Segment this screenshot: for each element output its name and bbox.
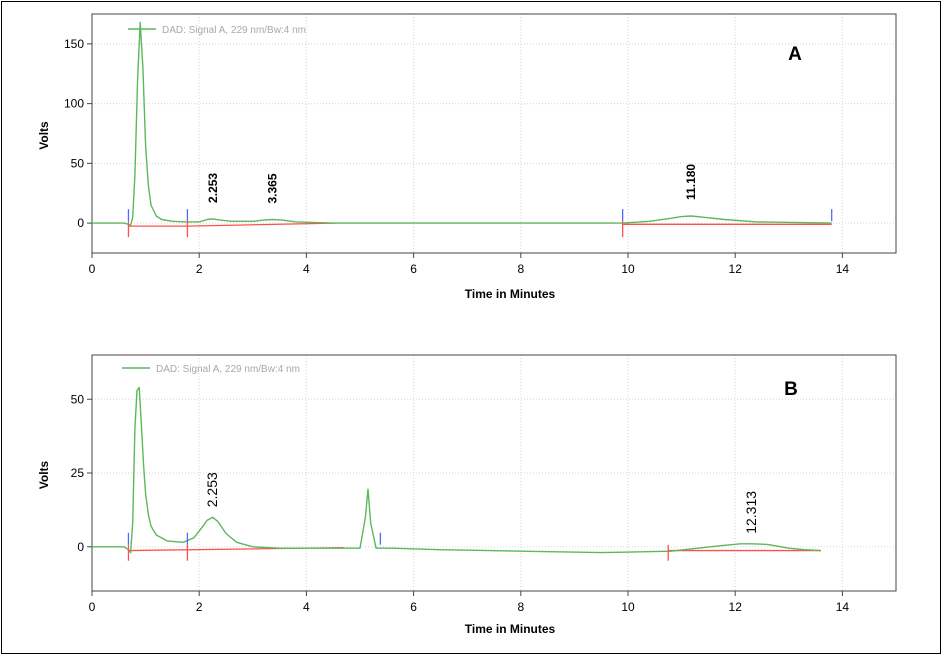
y-tick-label: 25 (71, 466, 85, 480)
x-tick-label: 8 (517, 262, 524, 276)
x-axis-label: Time in Minutes (465, 287, 556, 301)
x-tick-label: 14 (836, 262, 850, 276)
integration-baseline (187, 222, 336, 227)
y-tick-label: 0 (77, 216, 84, 230)
chart-panel-b: 0 2 4 6 8 10 12 14 0 25 50 Time in Minutes Volts DAD:… (37, 354, 897, 636)
y-axis-label: Volts (37, 121, 51, 150)
panel-letter: A (788, 44, 802, 65)
x-tick-label: 2 (196, 600, 203, 614)
peak-retention-label: 3.365 (265, 173, 279, 203)
y-axis-label: Volts (37, 460, 51, 489)
x-tick-label: 12 (729, 262, 743, 276)
x-tick-label: 2 (196, 262, 203, 276)
x-tick-label: 0 (89, 600, 96, 614)
y-tick-label: 100 (64, 97, 84, 111)
x-axis-label: Time in Minutes (465, 622, 556, 636)
x-tick-label: 12 (729, 600, 743, 614)
y-tick-label: 150 (64, 37, 84, 51)
signal-trace (92, 386, 822, 554)
panel-letter: B (784, 379, 798, 400)
y-tick-label: 50 (71, 392, 85, 406)
peak-retention-label: 2.253 (206, 173, 220, 203)
y-tick-label: 0 (77, 540, 84, 554)
legend-entry: DAD: Signal A, 229 nm/Bw:4 nm (162, 25, 306, 36)
x-tick-label: 4 (303, 600, 310, 614)
x-tick-label: 10 (621, 262, 635, 276)
x-tick-label: 10 (621, 600, 635, 614)
x-tick-label: 6 (410, 262, 417, 276)
peak-retention-label: 2.253 (204, 472, 220, 507)
legend-entry: DAD: Signal A, 229 nm/Bw:4 nm (156, 364, 300, 375)
x-tick-label: 4 (303, 262, 310, 276)
peak-retention-label: 12.313 (743, 491, 759, 534)
peak-retention-label: 11.180 (684, 164, 698, 200)
x-tick-label: 6 (410, 600, 417, 614)
x-tick-label: 14 (836, 600, 850, 614)
chart-panel-a: 0 2 4 6 8 10 12 14 0 50 100 150 Time in Minutes Volts… (37, 13, 897, 301)
signal-trace (92, 21, 832, 227)
plot-area (91, 13, 897, 254)
x-tick-label: 8 (517, 600, 524, 614)
x-tick-label: 0 (89, 262, 96, 276)
y-tick-label: 50 (71, 156, 85, 170)
